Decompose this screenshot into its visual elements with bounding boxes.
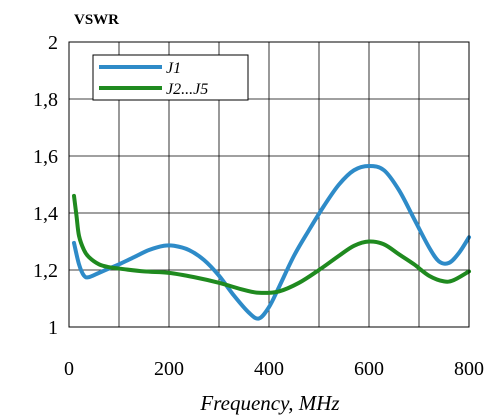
x-tick-label: 400	[254, 358, 284, 380]
series-line-j1	[72, 163, 471, 321]
y-tick-label: 1,6	[33, 146, 58, 168]
y-axis-label: VSWR	[74, 12, 119, 28]
x-tick-label: 200	[154, 358, 184, 380]
y-tick-label: 1	[48, 317, 58, 339]
y-tick-label: 1,8	[33, 89, 58, 111]
legend-box	[92, 54, 249, 101]
plot-area-frame	[68, 41, 470, 328]
legend-label-j1: J1	[166, 60, 181, 77]
y-tick-label: 2	[48, 32, 58, 54]
x-tick-label: 0	[64, 358, 74, 380]
x-tick-labels: 0 200 400 600 800	[64, 358, 484, 380]
y-tick-label: 1,2	[33, 260, 58, 282]
legend: J1 J2...J5	[92, 54, 249, 101]
series-line-j2-j5	[72, 193, 471, 295]
x-axis-label: Frequency, MHz	[199, 391, 339, 415]
y-tick-labels: 1 1,2 1,4 1,6 1,8 2	[33, 32, 58, 339]
x-tick-label: 600	[354, 358, 384, 380]
x-tick-label: 800	[454, 358, 484, 380]
y-tick-label: 1,4	[33, 203, 58, 225]
series-layer	[72, 163, 471, 321]
legend-label-j2-j5: J2...J5	[166, 81, 208, 98]
